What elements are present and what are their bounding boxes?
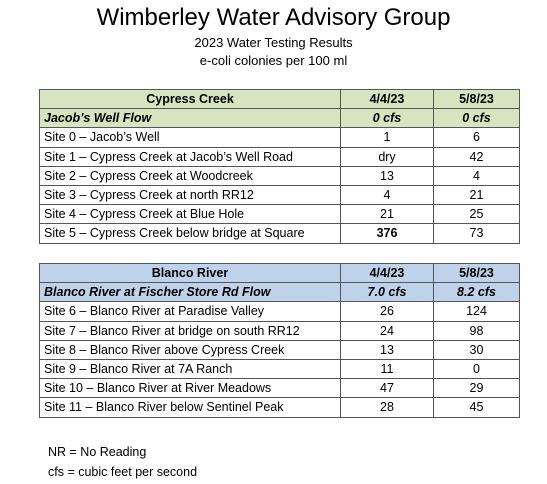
reading-value: 1	[340, 127, 434, 148]
flow-row: Blanco River at Fischer Store Rd Flow 7.…	[39, 282, 520, 303]
site-name: Site 10 – Blanco River at River Meadows	[39, 378, 341, 399]
reading-value: 25	[433, 204, 520, 225]
legend-note-nr: NR = No Reading	[48, 445, 147, 459]
reading-value: 26	[340, 301, 434, 322]
reading-value: 13	[340, 165, 434, 186]
reading-value: 28	[340, 397, 434, 418]
cypress-creek-table: Cypress Creek 4/4/23 5/8/23 Jacob’s Well…	[39, 88, 520, 244]
site-name: Site 0 – Jacob’s Well	[39, 127, 341, 148]
reading-value: 30	[433, 339, 520, 360]
table-row: Site 4 – Cypress Creek at Blue Hole 21 2…	[39, 204, 520, 225]
table-header-row: Blanco River 4/4/23 5/8/23	[39, 262, 520, 284]
site-name: Site 3 – Cypress Creek at north RR12	[39, 184, 341, 206]
table-row: Site 6 – Blanco River at Paradise Valley…	[39, 301, 520, 322]
table-row: Site 11 – Blanco River below Sentinel Pe…	[39, 397, 520, 418]
site-name: Site 7 – Blanco River at bridge on south…	[39, 320, 341, 341]
flow-value: 0 cfs	[340, 108, 434, 129]
table-row: Site 10 – Blanco River at River Meadows …	[39, 378, 520, 399]
table-row: Site 1 – Cypress Creek at Jacob’s Well R…	[39, 146, 520, 167]
reading-value: 13	[340, 339, 434, 360]
date-header: 4/4/23	[340, 262, 434, 284]
reading-value: 6	[433, 127, 520, 148]
table-name: Blanco River	[39, 262, 341, 284]
site-name: Site 8 – Blanco River above Cypress Cree…	[39, 339, 341, 360]
blanco-river-table: Blanco River 4/4/23 5/8/23 Blanco River …	[39, 262, 520, 418]
table-row: Site 9 – Blanco River at 7A Ranch 11 0	[39, 358, 520, 380]
date-header: 4/4/23	[340, 88, 434, 110]
reading-value: 4	[433, 165, 520, 186]
reading-value: 47	[340, 378, 434, 399]
flow-row: Jacob’s Well Flow 0 cfs 0 cfs	[39, 108, 520, 129]
site-name: Site 11 – Blanco River below Sentinel Pe…	[39, 397, 341, 418]
table-row: Site 0 – Jacob’s Well 1 6	[39, 127, 520, 148]
site-name: Site 4 – Cypress Creek at Blue Hole	[39, 204, 341, 225]
site-name: Site 1 – Cypress Creek at Jacob’s Well R…	[39, 146, 341, 167]
table-name: Cypress Creek	[39, 88, 341, 110]
flow-label: Jacob’s Well Flow	[39, 108, 341, 129]
table-row: Site 3 – Cypress Creek at north RR12 4 2…	[39, 184, 520, 206]
date-header: 5/8/23	[433, 262, 520, 284]
date-header: 5/8/23	[433, 88, 520, 110]
reading-value: 24	[340, 320, 434, 341]
reading-value: 0	[433, 358, 520, 380]
reading-value: dry	[340, 146, 434, 167]
reading-value: 124	[433, 301, 520, 322]
units-subtitle: e-coli colonies per 100 ml	[199, 53, 348, 68]
flow-value: 0 cfs	[433, 108, 520, 129]
reading-value: 73	[433, 223, 520, 244]
site-name: Site 2 – Cypress Creek at Woodcreek	[39, 165, 341, 186]
table-row: Site 2 – Cypress Creek at Woodcreek 13 4	[39, 165, 520, 186]
reading-value: 4	[340, 184, 434, 206]
reading-value: 98	[433, 320, 520, 341]
reading-value: 21	[340, 204, 434, 225]
flow-value: 7.0 cfs	[340, 282, 434, 303]
table-row: Site 8 – Blanco River above Cypress Cree…	[39, 339, 520, 360]
reading-value-highlight: 376	[340, 223, 434, 244]
flow-label: Blanco River at Fischer Store Rd Flow	[39, 282, 341, 303]
table-row: Site 7 – Blanco River at bridge on south…	[39, 320, 520, 341]
reading-value: 21	[433, 184, 520, 206]
reading-value: 11	[340, 358, 434, 380]
table-header-row: Cypress Creek 4/4/23 5/8/23	[39, 88, 520, 110]
site-name: Site 9 – Blanco River at 7A Ranch	[39, 358, 341, 380]
page-subtitle: 2023 Water Testing Results	[194, 35, 353, 50]
site-name: Site 5 – Cypress Creek below bridge at S…	[39, 223, 341, 244]
reading-value: 45	[433, 397, 520, 418]
legend-note-cfs: cfs = cubic feet per second	[48, 465, 198, 479]
flow-value: 8.2 cfs	[433, 282, 520, 303]
reading-value: 29	[433, 378, 520, 399]
site-name: Site 6 – Blanco River at Paradise Valley	[39, 301, 341, 322]
reading-value: 42	[433, 146, 520, 167]
page-title: Wimberley Water Advisory Group	[96, 4, 451, 31]
table-row: Site 5 – Cypress Creek below bridge at S…	[39, 223, 520, 244]
